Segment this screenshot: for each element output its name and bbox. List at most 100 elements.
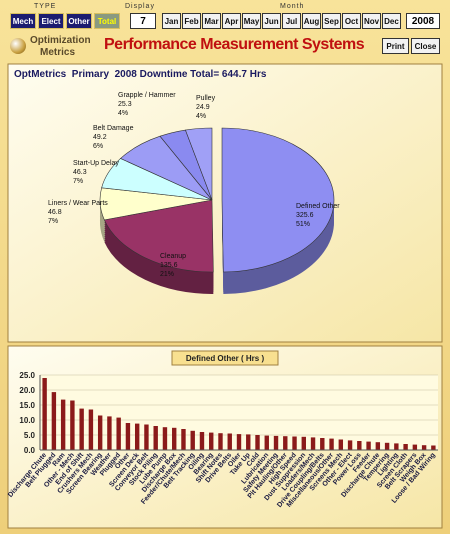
month-button[interactable]: Apr (222, 13, 241, 29)
bar (97, 415, 103, 450)
bar (218, 433, 223, 450)
slice-label: Defined Other (296, 203, 340, 210)
bar (255, 435, 260, 450)
bar (199, 432, 205, 450)
bar (51, 392, 57, 450)
bar (134, 423, 140, 450)
bar (357, 441, 362, 450)
slice-label: Grapple / Hammer (118, 92, 176, 99)
bar (60, 399, 66, 450)
slice-percent: 7% (48, 218, 58, 225)
bar (403, 444, 408, 450)
bar (246, 434, 251, 450)
slice-label: Liners / Wear Parts (48, 200, 108, 207)
slice-label: Cleanup (160, 253, 186, 260)
slice-value: 135.6 (160, 262, 178, 269)
y-tick-label: 10.0 (19, 416, 35, 425)
bar (79, 408, 84, 450)
bar (338, 439, 344, 450)
y-tick-label: 0.0 (24, 446, 36, 455)
slice-label: Belt Damage (93, 125, 134, 132)
pie-slice (221, 127, 335, 273)
month-button[interactable]: Oct (342, 13, 361, 29)
bar (125, 423, 131, 450)
bar (329, 438, 334, 450)
bar (301, 436, 306, 450)
slice-percent: 6% (93, 143, 103, 150)
y-tick-label: 15.0 (19, 401, 35, 410)
y-tick-label: 5.0 (24, 431, 36, 440)
month-button[interactable]: Mar (202, 13, 221, 29)
logo-line: Optimization (30, 35, 91, 46)
display-label: Display (125, 3, 155, 10)
slice-label: Start-Up Delay (73, 160, 119, 167)
bar (421, 445, 427, 450)
type-button[interactable]: Mech (10, 13, 36, 29)
month-button[interactable]: Sep (322, 13, 341, 29)
bar (107, 416, 112, 450)
slice-value: 24.9 (196, 104, 210, 111)
pie-slice (185, 127, 213, 201)
bar (153, 426, 158, 450)
bar (70, 400, 75, 450)
bar (273, 435, 279, 450)
month-button[interactable]: Aug (302, 13, 321, 29)
bar (394, 443, 399, 450)
bar (310, 437, 316, 450)
bar (320, 438, 325, 450)
slice-value: 46.3 (73, 169, 87, 176)
type-button[interactable]: Other (66, 13, 92, 29)
header: TYPE Display Month 7 2008 Optimization M… (0, 0, 450, 62)
month-button[interactable]: Jan (162, 13, 181, 29)
month-button[interactable]: Feb (182, 13, 201, 29)
bar-title-box (171, 350, 279, 366)
close-button[interactable]: Close (411, 38, 440, 54)
month-button[interactable]: Nov (362, 13, 381, 29)
year[interactable]: 2008 (406, 13, 440, 29)
month-button[interactable]: Jul (282, 13, 301, 29)
display-value[interactable]: 7 (130, 13, 156, 29)
slice-percent: 21% (160, 271, 174, 278)
bar (375, 442, 381, 450)
bar-title: Defined Other ( Hrs ) (186, 354, 265, 363)
bar (236, 434, 242, 450)
slice-value: 46.8 (48, 209, 62, 216)
bar (181, 429, 186, 450)
slice-percent: 7% (73, 178, 83, 185)
type-label: TYPE (34, 3, 57, 10)
bar (144, 424, 149, 450)
slice-value: 25.3 (118, 101, 132, 108)
month-button[interactable]: May (242, 13, 261, 29)
slice-percent: 51% (296, 221, 310, 228)
pie-title: OptMetrics Primary 2008 Downtime Total= … (14, 69, 267, 80)
bar (431, 445, 436, 450)
logo-icon (10, 38, 26, 54)
slice-percent: 4% (118, 110, 128, 117)
bar (190, 430, 195, 450)
slice-percent: 4% (196, 113, 206, 120)
y-tick-label: 20.0 (19, 386, 35, 395)
slice-value: 49.2 (93, 134, 107, 141)
slice-label: Pulley (196, 95, 216, 102)
bar (366, 441, 371, 450)
app-title: Performance Measurement Systems (104, 36, 365, 53)
bar (116, 417, 121, 450)
bar (347, 440, 353, 450)
bar (412, 444, 418, 450)
month-button[interactable]: Dec (382, 13, 401, 29)
type-button[interactable]: Elect (38, 13, 64, 29)
slice-value: 325.6 (296, 212, 314, 219)
bar (162, 427, 168, 450)
month-button[interactable]: Jun (262, 13, 281, 29)
print-button[interactable]: Print (382, 38, 409, 54)
bar (264, 435, 269, 450)
bar (42, 378, 47, 450)
bar (172, 427, 177, 450)
type-button[interactable]: Total (94, 13, 120, 29)
pie-slice (103, 199, 214, 273)
bar (292, 436, 297, 450)
logo-line: Metrics (40, 47, 76, 58)
bar (384, 442, 390, 450)
